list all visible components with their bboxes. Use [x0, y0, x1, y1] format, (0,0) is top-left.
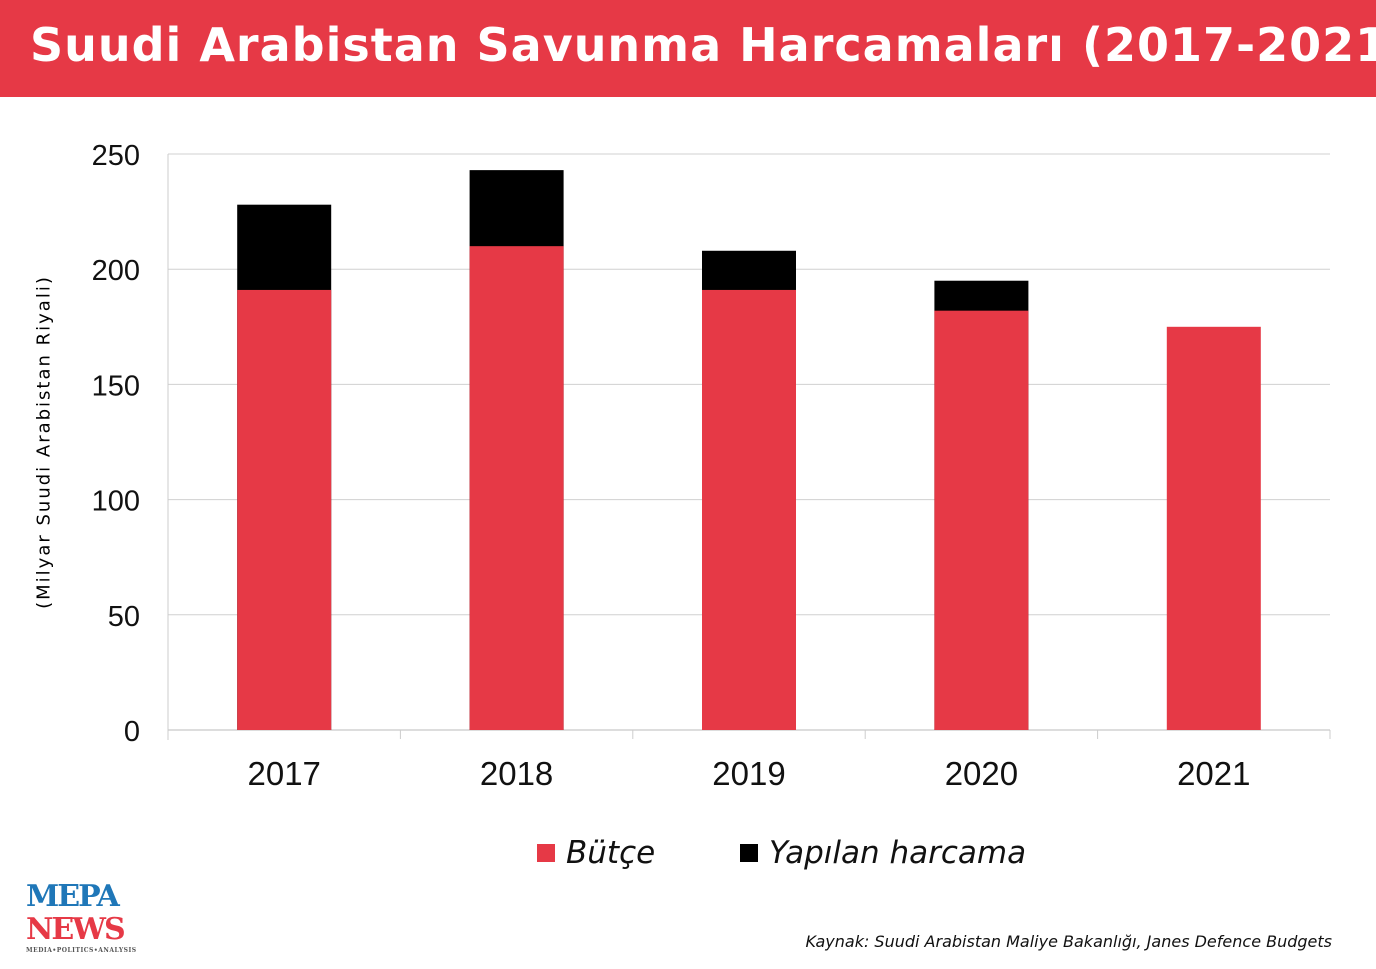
x-tick-label: 2021: [1177, 755, 1250, 792]
bar-budget-2021: [1166, 326, 1261, 730]
title-banner: Suudi Arabistan Savunma Harcamaları (201…: [0, 0, 1376, 97]
bar-budget-2018: [469, 246, 564, 730]
legend-label-budget: Bütçe: [566, 835, 656, 871]
source-note: Kaynak: Suudi Arabistan Maliye Bakanlığı…: [805, 932, 1332, 951]
y-tick-label: 150: [92, 370, 140, 402]
logo-line1: MEPA: [26, 879, 120, 914]
y-tick-label: 200: [92, 255, 140, 287]
y-tick-label: 50: [108, 601, 140, 633]
mepa-news-logo: MEPA NEWS MEDIA•POLITICS•ANALYSIS: [26, 880, 137, 955]
legend-label-spending: Yapılan harcama: [769, 835, 1027, 871]
legend-swatch-budget: [537, 844, 555, 862]
x-tick-label: 2017: [247, 755, 320, 792]
legend-item-budget: Bütçe: [537, 835, 655, 871]
x-tick-label: 2020: [945, 755, 1018, 792]
logo-tagline: MEDIA•POLITICS•ANALYSIS: [26, 947, 137, 954]
y-tick-label: 0: [124, 716, 140, 748]
bar-budget-2019: [702, 289, 796, 730]
bar-budget-2020: [934, 310, 1029, 730]
x-tick-label: 2019: [712, 755, 785, 792]
logo-line2: NEWS: [26, 912, 126, 947]
y-tick-label: 250: [92, 140, 140, 172]
legend-item-spending: Yapılan harcama: [740, 835, 1026, 871]
legend-swatch-spending: [740, 844, 758, 862]
y-tick-label: 100: [92, 486, 140, 518]
chart-title: Suudi Arabistan Savunma Harcamaları (201…: [30, 18, 1376, 72]
bar-budget-2017: [237, 289, 332, 730]
x-tick-label: 2018: [480, 755, 553, 792]
